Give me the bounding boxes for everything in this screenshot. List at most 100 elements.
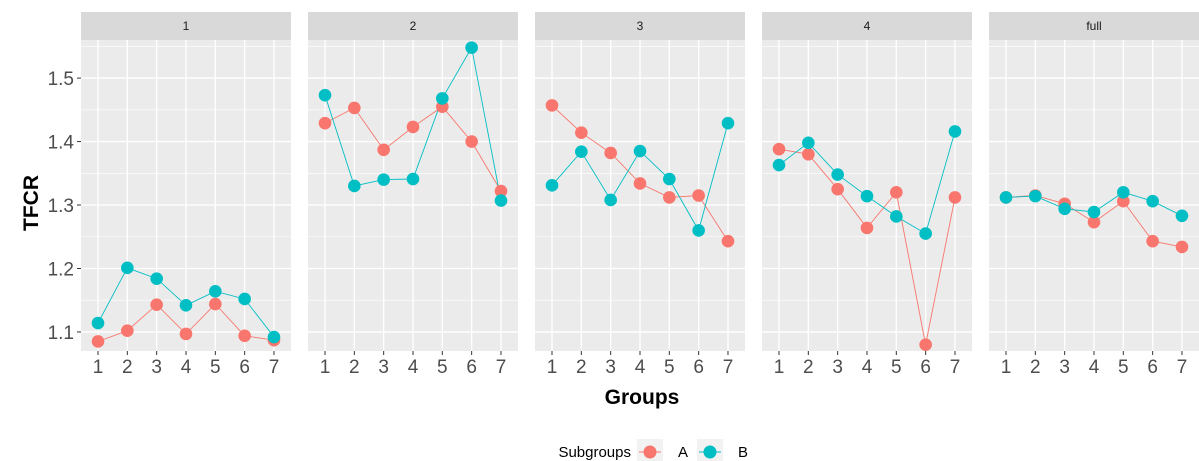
data-point-b — [209, 285, 222, 298]
data-point-b — [545, 179, 559, 192]
data-point-a — [1087, 215, 1101, 229]
x-tick-label: 6 — [239, 357, 250, 378]
x-tick-label: 4 — [635, 357, 646, 378]
legend-key-b — [697, 439, 723, 461]
data-point-b — [890, 210, 903, 223]
x-tick-label: 3 — [151, 357, 162, 378]
y-axis-title: TFCR — [20, 175, 43, 231]
y-axis: 1.1 1.2 1.3 1.4 1.5 — [48, 69, 81, 344]
data-point-b — [377, 173, 390, 186]
facet-strip-label: 2 — [410, 19, 417, 33]
data-point-a — [802, 147, 815, 161]
y-tick-label: 1.2 — [48, 259, 74, 280]
x-tick-label: 1 — [547, 357, 558, 378]
data-point-b — [1087, 205, 1101, 219]
data-point-a — [575, 126, 588, 139]
data-point-b — [91, 316, 105, 330]
data-point-a — [377, 143, 390, 157]
data-point-b — [999, 191, 1013, 204]
data-point-b — [860, 189, 874, 203]
y-tick-label: 1.1 — [48, 323, 74, 344]
data-point-b — [1058, 202, 1071, 216]
data-point-b — [575, 145, 588, 159]
data-point-b — [121, 261, 134, 275]
data-point-a — [890, 186, 903, 199]
x-tick-label: 2 — [803, 357, 814, 378]
facet-panel-1: 11 2 3 4 5 6 7 — [81, 12, 291, 378]
legend-title: Subgroups — [558, 444, 631, 461]
x-tick-label: 6 — [1147, 357, 1158, 378]
legend-label-a: A — [678, 444, 688, 461]
data-point-a — [348, 101, 361, 115]
data-point-b — [692, 224, 705, 237]
facet-strip — [535, 12, 745, 40]
legend-key-b-point — [703, 445, 717, 459]
facet-strip — [81, 12, 291, 40]
x-tick-label: 1 — [1001, 357, 1012, 378]
data-point-b — [948, 125, 962, 138]
x-tick-label: 1 — [320, 357, 331, 378]
x-tick-label: 7 — [269, 357, 280, 378]
x-tick-label: 2 — [349, 357, 360, 378]
data-point-b — [802, 136, 815, 150]
x-tick-label: 6 — [920, 357, 931, 378]
data-point-a — [692, 189, 705, 202]
data-point-b — [1029, 189, 1042, 203]
data-point-b — [150, 272, 163, 285]
x-tick-label: 4 — [408, 357, 419, 378]
x-tick-label: 5 — [210, 357, 221, 378]
data-point-b — [1146, 194, 1159, 208]
legend: Subgroups A B — [558, 439, 748, 461]
legend-label-b: B — [738, 444, 748, 461]
facet-strip — [308, 12, 518, 40]
data-point-b — [267, 330, 281, 344]
data-point-a — [1175, 240, 1189, 254]
data-point-a — [948, 191, 962, 204]
data-point-a — [238, 329, 251, 343]
data-point-a — [633, 177, 647, 190]
data-point-a — [721, 234, 735, 248]
data-point-a — [919, 338, 932, 351]
data-point-b — [494, 194, 508, 207]
x-tick-label: 4 — [1089, 357, 1100, 378]
data-point-b — [406, 172, 420, 186]
x-tick-label: 3 — [832, 357, 843, 378]
y-tick-label: 1.3 — [48, 196, 74, 217]
data-point-a — [179, 327, 193, 341]
x-tick-label: 2 — [576, 357, 587, 378]
x-tick-label: 7 — [496, 357, 507, 378]
facet-panel-3: 31 2 3 4 5 6 7 — [535, 12, 745, 378]
x-tick-label: 7 — [950, 357, 961, 378]
x-tick-label: 4 — [862, 357, 873, 378]
x-tick-label: 5 — [664, 357, 675, 378]
data-point-a — [1146, 234, 1159, 248]
data-point-b — [604, 193, 617, 207]
x-tick-label: 7 — [1177, 357, 1188, 378]
x-tick-label: 6 — [693, 357, 704, 378]
y-tick-label: 1.5 — [48, 69, 74, 90]
data-point-a — [831, 182, 844, 196]
facet-strip-label: 3 — [637, 19, 644, 33]
data-point-a — [604, 146, 617, 160]
facet-panel-full: full 1 2 3 4 5 6 7 — [989, 12, 1199, 378]
data-point-a — [1117, 194, 1130, 208]
data-point-b — [465, 41, 478, 54]
facet-strip-label: 1 — [183, 19, 190, 33]
data-point-a — [465, 135, 478, 148]
x-tick-label: 3 — [1059, 357, 1070, 378]
data-point-b — [348, 179, 361, 193]
data-point-b — [663, 172, 676, 186]
data-point-a — [91, 335, 105, 348]
facet-panel-2: 21 2 3 4 5 6 7 — [308, 12, 518, 378]
y-tick-label: 1.4 — [48, 133, 75, 154]
data-point-a — [406, 120, 420, 134]
x-tick-label: 2 — [1030, 357, 1041, 378]
facet-strip — [989, 12, 1199, 40]
legend-key-a-point — [643, 445, 657, 459]
data-point-b — [831, 168, 844, 181]
data-point-a — [545, 99, 559, 112]
legend-key-a — [637, 439, 663, 461]
x-axis-title: Groups — [605, 386, 680, 409]
